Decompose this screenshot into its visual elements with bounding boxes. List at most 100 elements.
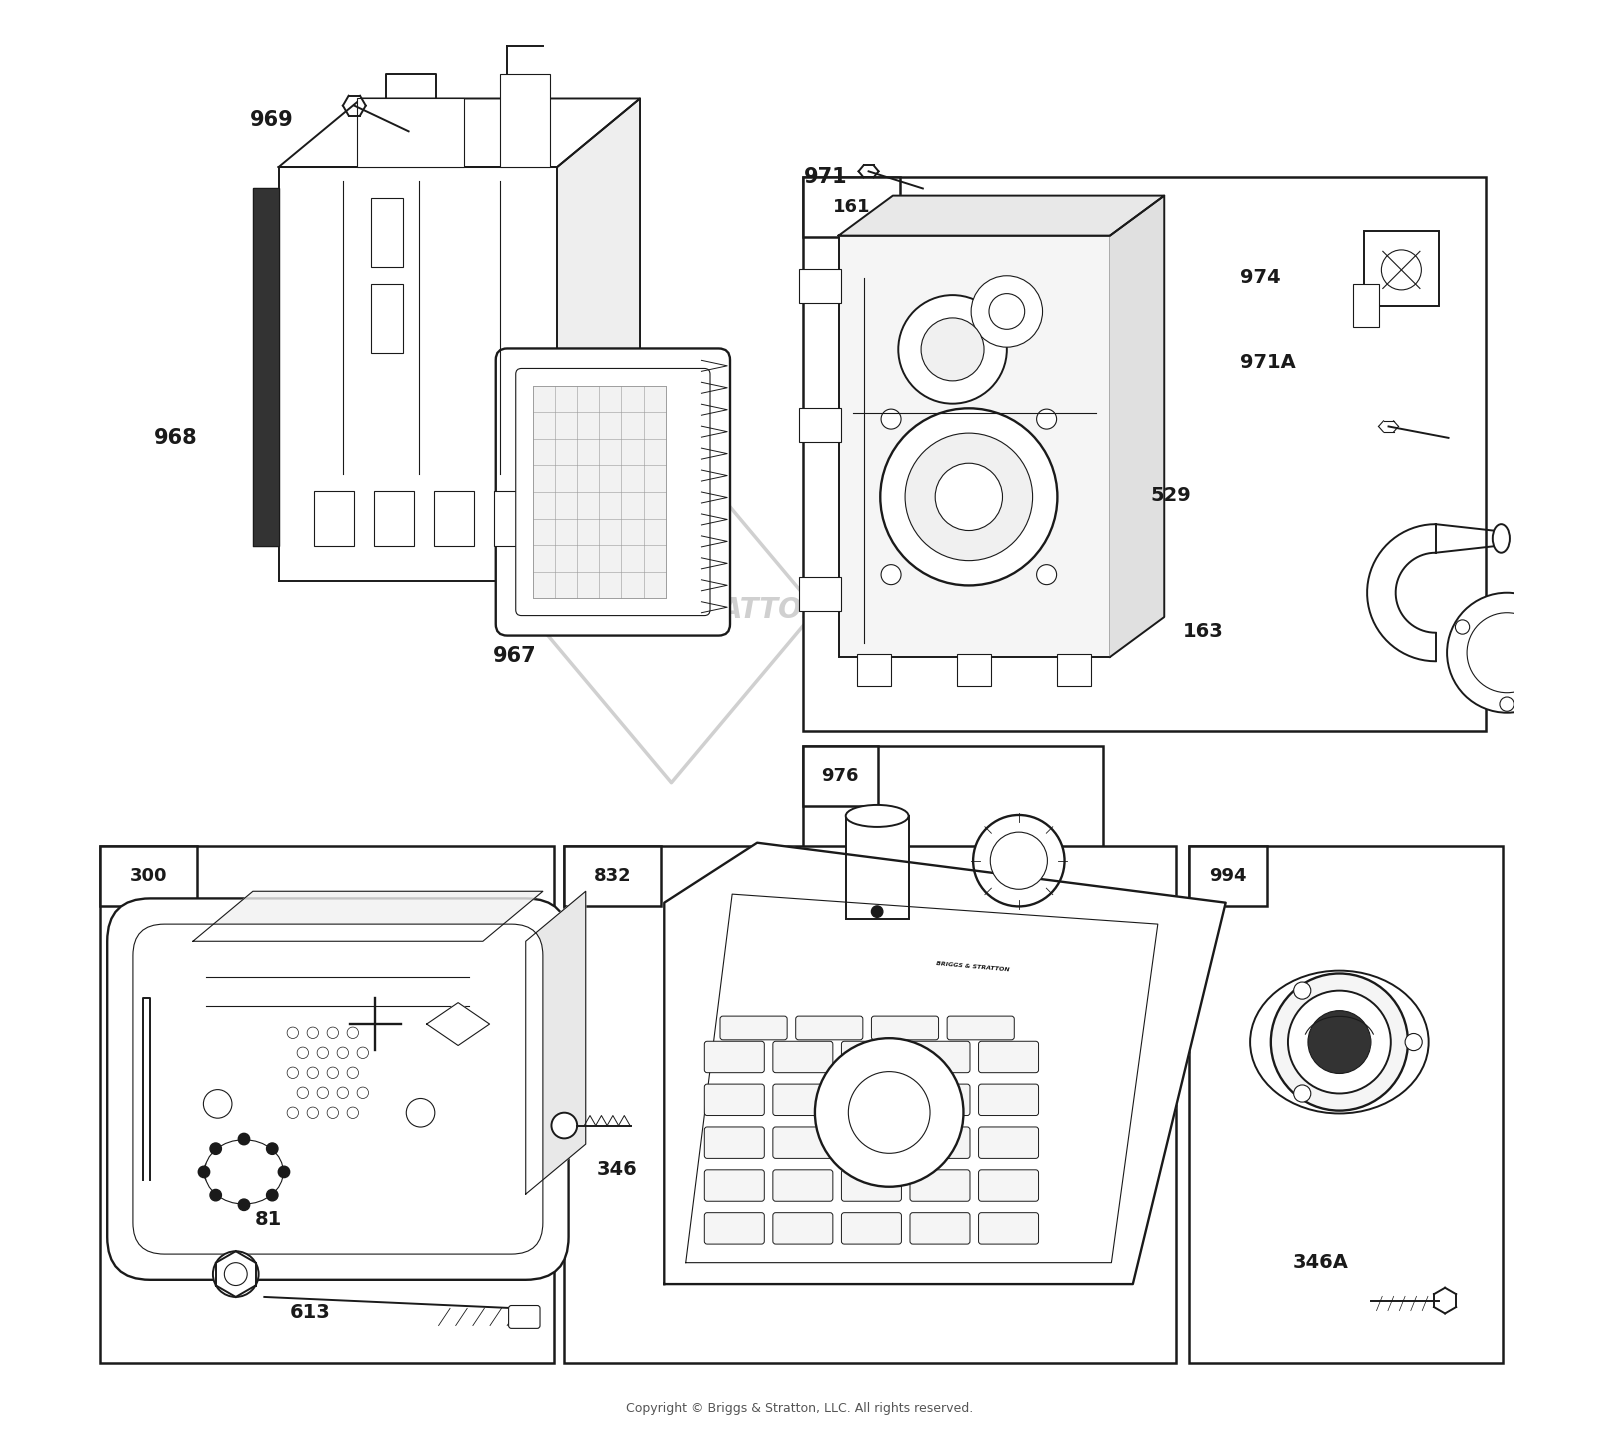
FancyBboxPatch shape xyxy=(910,1213,970,1245)
Text: 300: 300 xyxy=(130,866,168,885)
Circle shape xyxy=(286,1067,299,1078)
Bar xyxy=(858,654,891,685)
Bar xyxy=(846,816,909,919)
Circle shape xyxy=(210,1143,221,1154)
Circle shape xyxy=(1307,1011,1371,1074)
Bar xyxy=(434,492,474,545)
FancyBboxPatch shape xyxy=(773,1213,834,1245)
FancyBboxPatch shape xyxy=(773,1170,834,1202)
FancyBboxPatch shape xyxy=(704,1213,765,1245)
Text: 163: 163 xyxy=(1182,622,1224,641)
Text: 974: 974 xyxy=(1240,268,1280,287)
Ellipse shape xyxy=(205,1140,283,1205)
Text: BRIGGS&STRATTON: BRIGGS&STRATTON xyxy=(518,597,826,624)
Bar xyxy=(1189,846,1502,1362)
Circle shape xyxy=(347,1107,358,1119)
FancyBboxPatch shape xyxy=(842,1041,901,1073)
Bar xyxy=(1189,846,1267,905)
Text: 976: 976 xyxy=(822,767,859,784)
Circle shape xyxy=(326,1107,339,1119)
Text: 832: 832 xyxy=(594,866,632,885)
Bar xyxy=(565,846,1176,1362)
Text: 969: 969 xyxy=(250,110,294,130)
Text: 967: 967 xyxy=(493,645,536,665)
Circle shape xyxy=(971,275,1043,347)
Circle shape xyxy=(1288,991,1390,1094)
Circle shape xyxy=(1294,982,1310,999)
Circle shape xyxy=(934,463,1003,531)
FancyBboxPatch shape xyxy=(773,1127,834,1159)
Bar xyxy=(803,746,878,806)
Ellipse shape xyxy=(1250,971,1429,1113)
Polygon shape xyxy=(838,195,1165,235)
Text: 971: 971 xyxy=(805,166,848,186)
Circle shape xyxy=(1544,619,1558,634)
Bar xyxy=(838,235,1110,657)
Circle shape xyxy=(357,1087,368,1098)
FancyBboxPatch shape xyxy=(910,1127,970,1159)
Circle shape xyxy=(552,1113,578,1139)
Text: 81: 81 xyxy=(254,1210,282,1229)
Circle shape xyxy=(1037,565,1056,585)
FancyBboxPatch shape xyxy=(773,1084,834,1116)
Text: 346A: 346A xyxy=(1293,1253,1349,1272)
Circle shape xyxy=(267,1189,278,1200)
Circle shape xyxy=(973,815,1064,906)
Circle shape xyxy=(317,1047,328,1058)
FancyBboxPatch shape xyxy=(795,1017,862,1040)
FancyBboxPatch shape xyxy=(704,1127,765,1159)
Circle shape xyxy=(990,832,1048,889)
Text: 346: 346 xyxy=(597,1160,638,1179)
Circle shape xyxy=(989,294,1024,330)
Bar xyxy=(1365,231,1438,305)
Circle shape xyxy=(1270,974,1408,1110)
Circle shape xyxy=(922,318,984,381)
Bar xyxy=(357,99,464,166)
Circle shape xyxy=(267,1143,278,1154)
FancyBboxPatch shape xyxy=(842,1127,901,1159)
Circle shape xyxy=(880,409,1058,585)
Bar xyxy=(1354,284,1379,327)
Bar xyxy=(371,198,403,267)
FancyBboxPatch shape xyxy=(872,1017,939,1040)
Bar xyxy=(798,270,842,304)
Circle shape xyxy=(203,1157,232,1186)
Circle shape xyxy=(338,1047,349,1058)
Circle shape xyxy=(203,1090,232,1119)
Polygon shape xyxy=(557,99,640,581)
Circle shape xyxy=(347,1027,358,1038)
Text: 613: 613 xyxy=(290,1304,331,1322)
Circle shape xyxy=(198,1166,210,1177)
Polygon shape xyxy=(1110,195,1165,657)
Bar xyxy=(957,654,992,685)
Bar xyxy=(798,576,842,611)
Circle shape xyxy=(1499,697,1514,711)
FancyBboxPatch shape xyxy=(704,1170,765,1202)
Circle shape xyxy=(238,1133,250,1144)
Polygon shape xyxy=(253,188,278,545)
Bar xyxy=(803,176,899,237)
FancyBboxPatch shape xyxy=(842,1084,901,1116)
Polygon shape xyxy=(194,892,542,941)
Text: Copyright © Briggs & Stratton, LLC. All rights reserved.: Copyright © Briggs & Stratton, LLC. All … xyxy=(626,1402,974,1415)
Polygon shape xyxy=(1339,1035,1371,1048)
Circle shape xyxy=(286,1027,299,1038)
Bar xyxy=(314,492,354,545)
Bar xyxy=(803,176,1486,731)
Circle shape xyxy=(210,1189,221,1200)
Polygon shape xyxy=(526,892,586,1195)
Text: 994: 994 xyxy=(1210,866,1246,885)
Circle shape xyxy=(326,1067,339,1078)
Circle shape xyxy=(406,1098,435,1127)
Polygon shape xyxy=(664,843,1226,1283)
FancyBboxPatch shape xyxy=(107,899,568,1279)
Circle shape xyxy=(1467,612,1547,693)
Circle shape xyxy=(872,906,883,918)
Circle shape xyxy=(906,433,1032,561)
FancyBboxPatch shape xyxy=(842,1170,901,1202)
FancyBboxPatch shape xyxy=(910,1084,970,1116)
Bar xyxy=(501,75,550,166)
FancyBboxPatch shape xyxy=(979,1170,1038,1202)
Circle shape xyxy=(1456,619,1470,634)
Circle shape xyxy=(882,409,901,429)
